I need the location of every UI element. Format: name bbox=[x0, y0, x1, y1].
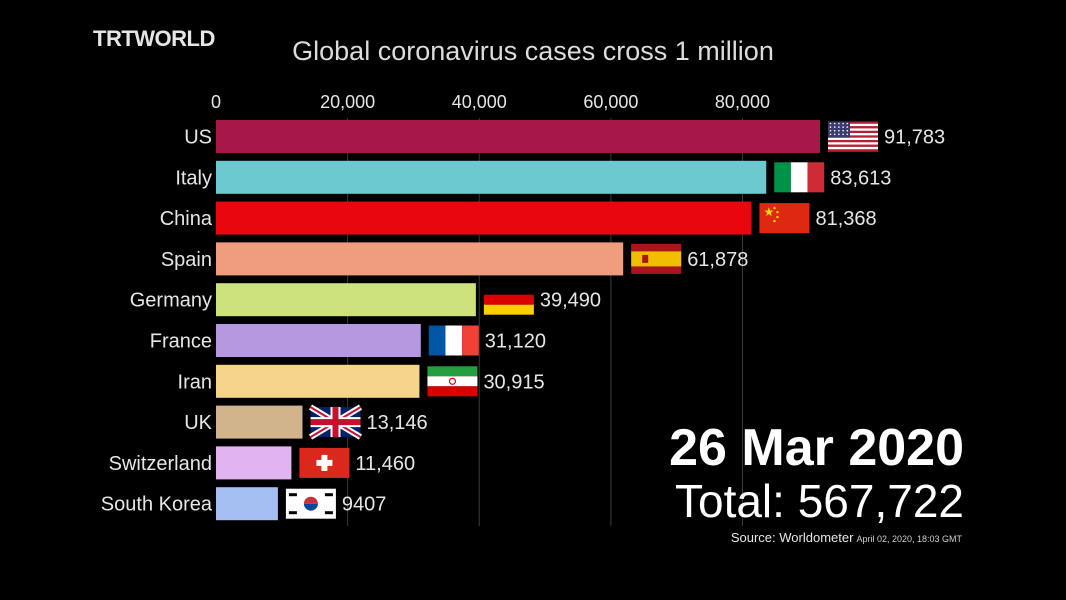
spain-flag-icon bbox=[631, 243, 682, 274]
trt-world-logo: TRTWORLD bbox=[93, 26, 215, 51]
value-label: 30,915 bbox=[483, 371, 544, 393]
x-tick-label: 40,000 bbox=[452, 92, 507, 112]
bar bbox=[216, 283, 476, 317]
x-tick-label: 60,000 bbox=[583, 92, 638, 112]
germany-flag-icon bbox=[483, 284, 534, 315]
bar bbox=[216, 364, 420, 398]
category-label: Switzerland bbox=[109, 453, 212, 475]
category-label: Germany bbox=[130, 290, 212, 312]
bar bbox=[216, 405, 303, 439]
total-cases-label: Total: 567,722 bbox=[674, 475, 964, 527]
bar bbox=[216, 487, 278, 521]
x-tick-label: 80,000 bbox=[715, 92, 770, 112]
category-label: US bbox=[184, 127, 212, 149]
category-label: Iran bbox=[178, 371, 212, 393]
svg-text:★: ★ bbox=[763, 205, 774, 219]
source-timestamp: April 02, 2020, 18:03 GMT bbox=[856, 534, 962, 544]
iran-flag-icon bbox=[427, 366, 478, 397]
category-label: China bbox=[160, 208, 213, 230]
category-label: UK bbox=[184, 412, 212, 434]
x-tick-label: 20,000 bbox=[320, 92, 375, 112]
uk-flag-icon bbox=[308, 404, 363, 440]
value-label: 11,460 bbox=[355, 453, 415, 475]
category-label: Italy bbox=[175, 167, 212, 189]
value-label: 9407 bbox=[342, 494, 387, 516]
x-tick-label: 0 bbox=[211, 92, 221, 112]
chart-title: Global coronavirus cases cross 1 million bbox=[292, 36, 774, 66]
value-label: 83,613 bbox=[830, 167, 891, 189]
value-label: 61,878 bbox=[687, 249, 748, 271]
date-label: 26 Mar 2020 bbox=[669, 419, 964, 477]
bar bbox=[216, 120, 820, 153]
bar bbox=[216, 201, 752, 235]
category-label: France bbox=[150, 331, 212, 353]
category-label: South Korea bbox=[101, 494, 213, 516]
bar bbox=[216, 242, 624, 276]
bar bbox=[216, 160, 767, 194]
value-label: 13,146 bbox=[367, 412, 428, 434]
value-label: 39,490 bbox=[540, 290, 601, 312]
italy-flag-icon bbox=[774, 162, 825, 193]
switzerland-flag-icon bbox=[299, 447, 350, 478]
bar bbox=[216, 446, 292, 480]
category-label: Spain bbox=[161, 249, 212, 271]
value-label: 91,783 bbox=[884, 127, 945, 149]
us-flag-icon bbox=[828, 121, 878, 152]
south-korea-flag-icon bbox=[285, 488, 336, 519]
china-flag-icon: ★ bbox=[759, 203, 810, 234]
source-label: Source: Worldometer bbox=[730, 530, 854, 545]
value-label: 31,120 bbox=[485, 331, 546, 353]
source-note: Source: Worldometer April 02, 2020, 18:03… bbox=[731, 530, 962, 545]
france-flag-icon bbox=[428, 325, 479, 356]
bar bbox=[216, 324, 421, 357]
value-label: 81,368 bbox=[815, 208, 876, 230]
